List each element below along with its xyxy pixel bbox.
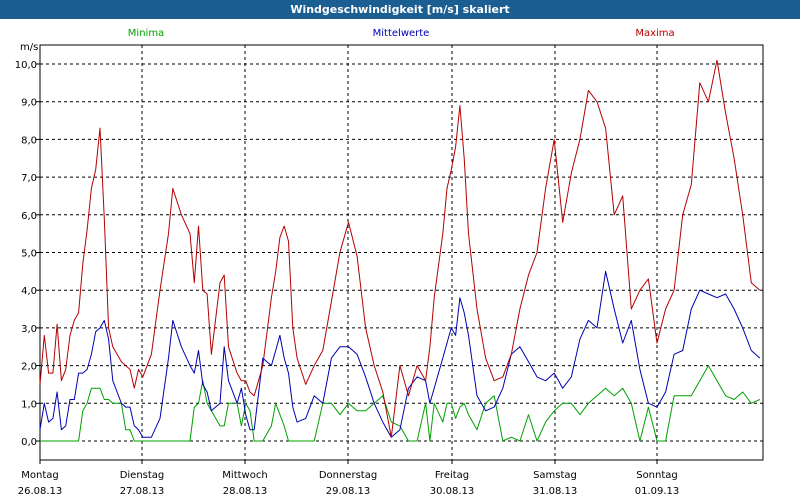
x-tick-label-date: 01.09.13: [635, 486, 680, 497]
x-tick-label-date: 31.08.13: [533, 486, 578, 497]
grid: [40, 45, 763, 460]
y-tick-label: 6,0: [21, 211, 37, 222]
y-tick-label: 1,0: [21, 399, 37, 410]
y-tick-label: 7,0: [21, 173, 37, 184]
x-tick-label-day: Freitag: [435, 470, 469, 481]
series-line-minima: [40, 365, 761, 442]
legend-entry-mittelwerte: Mittelwerte: [373, 28, 430, 39]
legend-entry-minima: Minima: [128, 28, 164, 39]
y-tick-label: 4,0: [21, 286, 37, 297]
y-tick-label: 10,0: [15, 60, 37, 71]
y-axis-unit-label: m/s: [20, 42, 38, 53]
y-tick-label: 0,0: [21, 437, 37, 448]
y-tick-label: 3,0: [21, 324, 37, 335]
y-tick-label: 5,0: [21, 249, 37, 260]
series-line-maxima: [39, 59, 761, 438]
series-line-mittelwerte: [39, 270, 761, 438]
x-tick-label-date: 30.08.13: [430, 486, 475, 497]
y-axis: 0,0 1,0 2,0 3,0 4,0 5,0 6,0 7,0 8,0 9,0 10,0: [15, 60, 40, 448]
x-tick-label-date: 28.08.13: [223, 486, 268, 497]
x-tick-label-day: Montag: [21, 470, 58, 481]
y-tick-label: 9,0: [21, 98, 37, 109]
legend-entry-maxima: Maxima: [635, 28, 674, 39]
legend: Minima Mittelwerte Maxima: [128, 28, 675, 39]
x-tick-label-day: Donnerstag: [319, 470, 377, 481]
x-tick-label-date: 29.08.13: [326, 486, 371, 497]
chart-title: Windgeschwindigkeit [m/s] skaliert: [0, 0, 800, 19]
x-tick-label-day: Mittwoch: [222, 470, 267, 481]
x-tick-label-date: 27.08.13: [120, 486, 165, 497]
x-tick-label-day: Samstag: [533, 470, 577, 481]
y-tick-label: 2,0: [21, 362, 37, 373]
series-layer: [39, 59, 761, 442]
y-tick-label: 8,0: [21, 135, 37, 146]
x-tick-label-day: Sonntag: [636, 470, 678, 481]
x-tick-label-date: 26.08.13: [18, 486, 63, 497]
x-tick-label-day: Dienstag: [120, 470, 165, 481]
x-axis: Montag 26.08.13 Dienstag 27.08.13 Mittwoch 28…: [18, 460, 680, 497]
